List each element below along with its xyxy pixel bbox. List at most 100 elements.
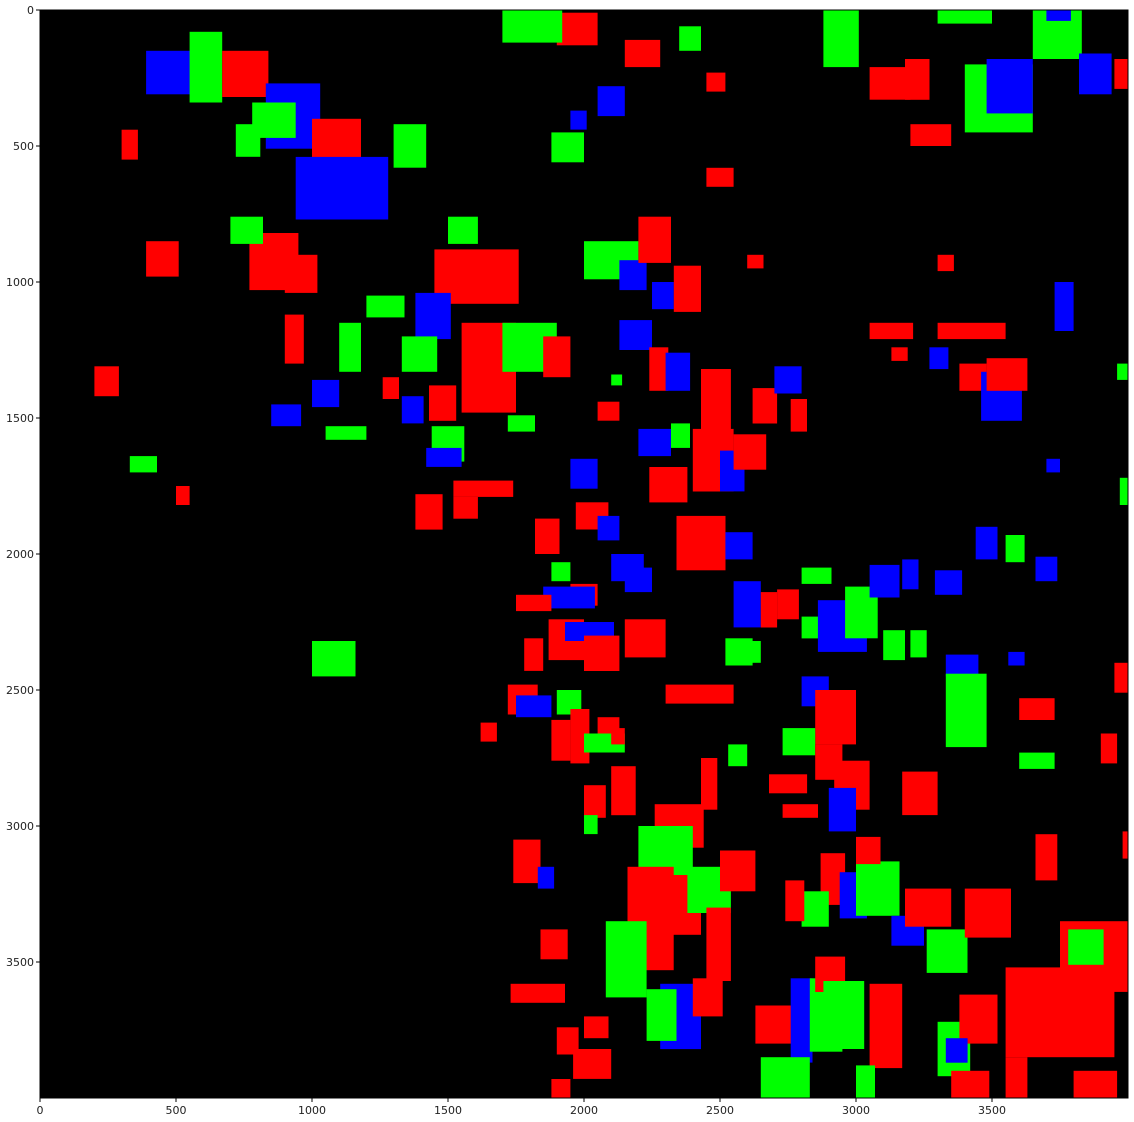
blue-class-region — [774, 366, 802, 394]
red-class-region — [815, 690, 856, 745]
blue-class-region — [1035, 556, 1058, 582]
blue-class-region — [975, 526, 998, 560]
y-tick-label: 2000 — [6, 548, 34, 561]
green-class-region — [856, 1065, 875, 1098]
red-class-region — [1035, 834, 1058, 881]
red-class-region — [706, 167, 734, 187]
red-class-region — [453, 496, 478, 519]
green-class-region — [1019, 752, 1055, 769]
blue-class-region — [638, 428, 671, 457]
blue-class-region — [869, 564, 900, 598]
red-class-region — [665, 684, 734, 704]
red-class-region — [284, 314, 304, 364]
red-class-region — [312, 118, 361, 160]
x-tick-label: 500 — [166, 1104, 187, 1117]
green-class-region — [801, 616, 821, 639]
green-class-region — [393, 124, 427, 168]
blue-class-region — [619, 320, 652, 350]
green-class-region — [611, 374, 623, 386]
green-class-region — [801, 891, 829, 927]
green-class-region — [448, 216, 478, 244]
red-class-region — [902, 771, 938, 816]
blue-class-region — [271, 404, 302, 427]
blue-class-region — [945, 654, 979, 677]
blue-class-region — [597, 86, 625, 117]
y-tick-label: 1500 — [6, 412, 34, 425]
blue-class-region — [790, 978, 813, 1063]
red-class-region — [611, 728, 625, 745]
red-class-region — [869, 322, 914, 340]
red-class-region — [524, 638, 544, 671]
red-class-region — [1019, 698, 1055, 720]
green-class-region — [736, 641, 761, 663]
green-class-region — [823, 981, 865, 1049]
green-class-region — [312, 641, 356, 677]
red-class-region — [905, 888, 952, 927]
blue-class-region — [1008, 651, 1025, 666]
red-class-region — [937, 322, 1006, 340]
red-class-region — [856, 836, 881, 865]
green-class-region — [551, 562, 571, 582]
blue-class-region — [665, 352, 691, 391]
class-regions — [94, 10, 1128, 1098]
blue-class-region — [929, 347, 949, 370]
red-class-region — [720, 850, 756, 892]
blue-class-region — [828, 787, 856, 832]
red-class-region — [540, 929, 568, 960]
red-class-region — [176, 486, 190, 505]
red-class-region — [480, 722, 497, 742]
green-class-region — [235, 124, 261, 157]
red-class-region — [611, 766, 636, 816]
y-tick-label: 500 — [13, 140, 34, 153]
x-tick-label: 0 — [37, 1104, 44, 1117]
red-class-region — [701, 369, 731, 432]
red-class-region — [986, 358, 1028, 391]
green-class-region — [910, 630, 927, 658]
x-tick-label: 3500 — [978, 1104, 1006, 1117]
red-class-region — [513, 839, 541, 884]
red-class-region — [937, 254, 954, 272]
red-class-region — [701, 758, 718, 810]
green-class-region — [605, 921, 647, 998]
red-class-region — [222, 50, 269, 97]
red-class-region — [964, 888, 1011, 938]
blue-class-region — [725, 532, 753, 560]
red-class-region — [782, 804, 818, 818]
green-class-region — [782, 728, 816, 756]
blue-class-region — [426, 447, 462, 467]
green-class-region — [671, 423, 690, 448]
blue-class-region — [619, 260, 647, 291]
red-class-region — [1005, 1057, 1028, 1098]
blue-class-region — [1079, 53, 1112, 95]
red-class-region — [597, 401, 620, 421]
red-class-region — [584, 635, 620, 671]
red-class-region — [573, 1049, 612, 1079]
red-class-region — [516, 594, 552, 612]
green-class-region — [584, 815, 598, 835]
red-class-region — [453, 480, 514, 497]
green-class-region — [679, 26, 701, 51]
red-class-region — [673, 265, 701, 312]
blue-class-region — [312, 379, 340, 408]
x-tick-label: 1500 — [434, 1104, 462, 1117]
green-class-region — [883, 630, 905, 661]
blue-class-region — [902, 559, 919, 590]
blue-class-region — [1046, 458, 1060, 473]
x-tick-label: 3000 — [842, 1104, 870, 1117]
green-class-region — [926, 929, 968, 973]
blue-class-region — [1046, 10, 1071, 21]
y-tick-label: 1000 — [6, 276, 34, 289]
red-class-region — [535, 518, 560, 554]
blue-class-region — [624, 567, 652, 593]
y-axis: 0 500 1000 1500 2000 2500 3000 3500 — [6, 4, 40, 969]
blue-class-region — [945, 1038, 968, 1063]
red-class-region — [785, 880, 805, 922]
green-class-region — [801, 567, 832, 584]
blue-class-region — [570, 458, 598, 489]
red-class-region — [905, 59, 930, 100]
red-class-region — [951, 1070, 990, 1098]
blue-class-region — [352, 162, 386, 198]
red-class-region — [760, 592, 778, 628]
red-class-region — [869, 983, 903, 1069]
